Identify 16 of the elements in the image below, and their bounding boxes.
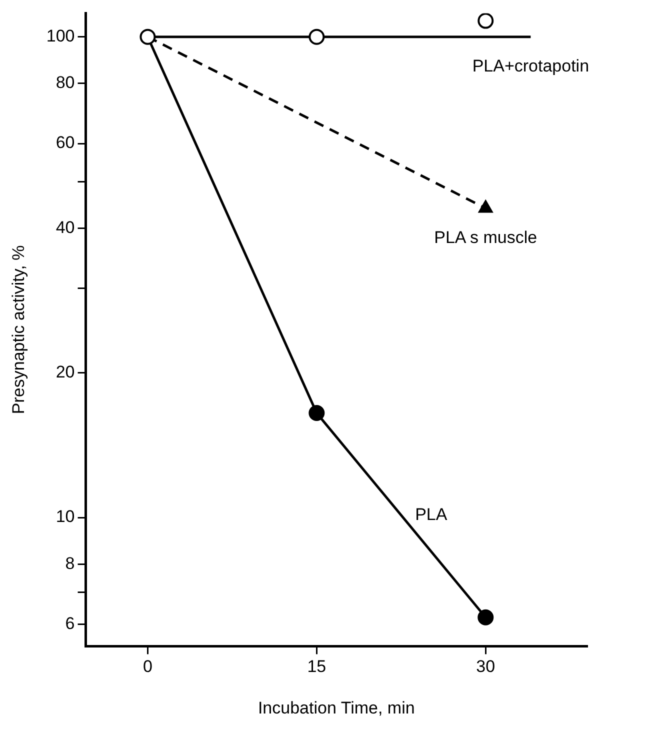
y-tick-label: 100 [46,26,75,46]
x-tick-label: 15 [307,657,326,676]
y-axis-title: Presynaptic activity, % [8,245,28,414]
series-label: PLA [415,504,448,524]
y-tick-label: 40 [56,218,75,237]
y-tick-label: 6 [65,614,75,633]
y-tick-label: 10 [56,507,75,526]
series-label: PLA+crotapotin [472,56,590,76]
y-tick-label: 60 [56,133,75,152]
y-tick-label: 8 [65,554,75,573]
x-tick-label: 0 [142,657,152,676]
series-label: PLA s muscle [434,228,538,247]
y-tick-label: 80 [56,73,75,92]
x-axis-title: Incubation Time, min [258,698,415,718]
x-tick-label: 30 [476,657,496,676]
y-tick-label: 20 [56,362,75,382]
